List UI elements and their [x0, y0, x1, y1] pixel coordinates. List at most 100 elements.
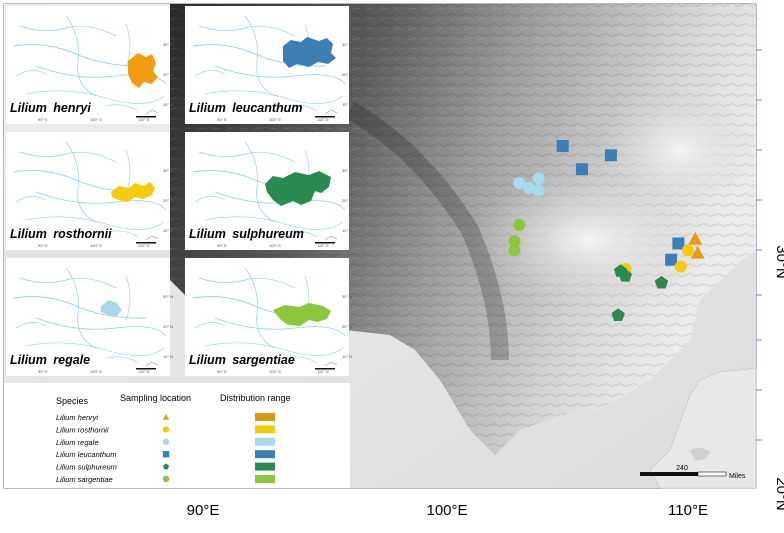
- svg-text:90° E: 90° E: [38, 243, 48, 248]
- legend-species-label: Lilium sargentiae: [56, 475, 113, 484]
- sampling-point-lilium-rosthornii: [682, 244, 694, 257]
- sampling-point-lilium-sargentiae: [508, 235, 521, 248]
- lat-label-20: 20°N: [773, 477, 784, 511]
- inset-lilium-leucanthum: 90° E 100° E 110° E 30° N 20° N 10° N Lilium l…: [185, 6, 352, 124]
- svg-text:100° E: 100° E: [269, 243, 281, 248]
- scale-bar: 240 Miles: [640, 465, 746, 480]
- legend-marker-circle: [162, 475, 170, 483]
- sampling-point-lilium-leucanthum: [665, 253, 678, 266]
- legend-range-swatch: [255, 413, 275, 421]
- sampling-point-lilium-sulphureum: [611, 308, 625, 321]
- svg-text:90° E: 90° E: [38, 369, 48, 374]
- legend-row-lilium-sargentiae: Lilium sargentiae: [56, 475, 275, 484]
- svg-text:100° E: 100° E: [90, 117, 102, 122]
- svg-text:100° E: 100° E: [269, 369, 281, 374]
- svg-text:30° N: 30° N: [342, 294, 352, 299]
- sampling-point-lilium-regale: [532, 172, 545, 185]
- inset-title: Lilium rosthornii: [10, 227, 112, 241]
- legend-species-label: Lilium leucanthum: [56, 450, 116, 459]
- range-lilium-sulphureum: [265, 171, 331, 206]
- svg-text:10° N: 10° N: [163, 354, 173, 359]
- sampling-point-lilium-leucanthum: [672, 237, 685, 250]
- range-lilium-rosthornii: [111, 182, 155, 202]
- inset-lilium-sulphureum: 90° E 100° E 110° E 30° N 20° N 10° N Lilium s…: [185, 132, 352, 250]
- legend-species-label: Lilium rosthornii: [56, 425, 109, 434]
- svg-text:90° E: 90° E: [38, 117, 48, 122]
- legend-header-range: Distribution range: [220, 393, 291, 403]
- legend-row-lilium-rosthornii: Lilium rosthornii: [56, 425, 275, 434]
- range-lilium-leucanthum: [283, 37, 336, 68]
- svg-text:90° E: 90° E: [217, 369, 227, 374]
- sampling-point-lilium-leucanthum: [575, 163, 588, 176]
- sampling-point-lilium-sargentiae: [508, 244, 521, 257]
- legend: Species Sampling location Distribution r…: [4, 383, 350, 488]
- svg-text:30° N: 30° N: [163, 294, 173, 299]
- inset-lilium-sargentiae: 90° E 100° E 110° E 30° N 20° N 10° N Lilium s…: [185, 258, 352, 376]
- sampling-point-lilium-regale: [532, 184, 545, 197]
- inset-lilium-rosthornii: 90° E 100° E 110° E 30° N 20° N 10° N Lilium r…: [6, 132, 173, 250]
- svg-text:20° N: 20° N: [163, 72, 173, 77]
- svg-text:10° N: 10° N: [342, 354, 352, 359]
- svg-text:110° E: 110° E: [317, 369, 329, 374]
- svg-text:30° N: 30° N: [163, 168, 173, 173]
- svg-text:30° N: 30° N: [342, 42, 352, 47]
- svg-text:10° N: 10° N: [342, 228, 352, 233]
- svg-text:100° E: 100° E: [269, 117, 281, 122]
- svg-text:30° N: 30° N: [342, 168, 352, 173]
- svg-text:10° N: 10° N: [163, 102, 173, 107]
- range-lilium-henryi: [128, 53, 158, 88]
- scale-value: 240: [676, 465, 688, 472]
- legend-marker-circle: [162, 438, 170, 445]
- svg-text:10° N: 10° N: [163, 228, 173, 233]
- svg-text:30° N: 30° N: [163, 42, 173, 47]
- legend-range-swatch: [255, 462, 275, 471]
- legend-species-label: Lilium regale: [56, 438, 99, 447]
- svg-text:110° E: 110° E: [138, 369, 150, 374]
- sampling-point-lilium-rosthornii: [674, 260, 687, 273]
- legend-row-lilium-sulphureum: Lilium sulphureum: [56, 462, 275, 472]
- legend-marker-triangle: [162, 413, 170, 420]
- legend-row-lilium-henryi: Lilium henryi: [56, 413, 275, 422]
- sampling-point-lilium-henryi: [690, 245, 705, 259]
- svg-text:110° E: 110° E: [138, 117, 150, 122]
- lon-label-100: 100°E: [426, 502, 467, 519]
- svg-text:10° N: 10° N: [342, 102, 352, 107]
- inset-title: Lilium sulphureum: [189, 227, 304, 241]
- svg-text:20° N: 20° N: [163, 324, 173, 329]
- legend-range-swatch: [255, 450, 275, 459]
- legend-species-label: Lilium henryi: [56, 413, 98, 422]
- legend-marker-pentagon: [163, 463, 169, 470]
- sampling-point-lilium-leucanthum: [556, 140, 569, 152]
- lat-ticks: [756, 49, 762, 441]
- range-lilium-regale: [101, 300, 122, 317]
- legend-row-lilium-regale: Lilium regale: [56, 437, 275, 447]
- inset-title: Lilium sargentiae: [189, 353, 295, 367]
- range-lilium-sargentiae: [273, 303, 331, 326]
- legend-species-label: Lilium sulphureum: [56, 463, 117, 472]
- inset-title: Lilium regale: [10, 353, 90, 367]
- legend-range-swatch: [255, 425, 275, 434]
- sampling-point-lilium-leucanthum: [604, 149, 617, 162]
- svg-text:110° E: 110° E: [317, 117, 329, 122]
- svg-text:90° E: 90° E: [217, 117, 227, 122]
- svg-text:20° N: 20° N: [342, 72, 352, 77]
- sampling-point-lilium-regale: [522, 181, 535, 194]
- svg-text:110° E: 110° E: [138, 243, 150, 248]
- sampling-point-lilium-sulphureum: [654, 275, 669, 289]
- svg-text:90° E: 90° E: [217, 243, 227, 248]
- sampling-point-lilium-henryi: [688, 231, 703, 245]
- svg-text:20° N: 20° N: [163, 198, 173, 203]
- svg-text:20° N: 20° N: [342, 198, 352, 203]
- legend-marker-square: [162, 451, 170, 458]
- legend-row-lilium-leucanthum: Lilium leucanthum: [56, 450, 275, 459]
- lon-label-110: 110°E: [668, 502, 708, 519]
- sampling-point-lilium-sulphureum: [618, 268, 632, 282]
- legend-header-sampling: Sampling location: [120, 393, 191, 403]
- svg-text:100° E: 100° E: [90, 243, 102, 248]
- svg-text:20° N: 20° N: [342, 324, 352, 329]
- lat-label-30: 30°N: [773, 245, 784, 279]
- lon-label-90: 90°E: [187, 502, 220, 519]
